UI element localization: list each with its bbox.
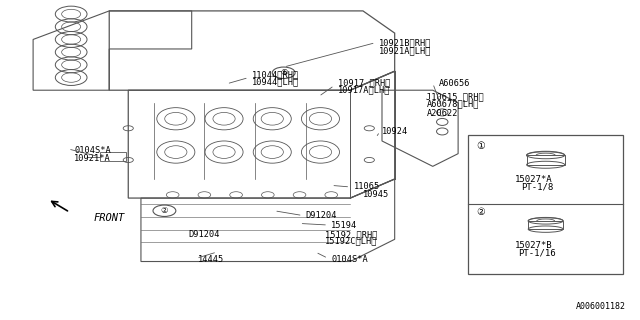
Text: 15192 〈RH〉: 15192 〈RH〉 bbox=[325, 230, 378, 239]
Text: 11065: 11065 bbox=[353, 182, 380, 191]
Bar bbox=[528, 221, 563, 229]
Text: 14445: 14445 bbox=[198, 255, 224, 264]
Text: A60656: A60656 bbox=[439, 79, 470, 88]
Text: PT-1/16: PT-1/16 bbox=[518, 248, 556, 258]
Text: 15194: 15194 bbox=[332, 220, 358, 229]
Text: 10921B〈RH〉: 10921B〈RH〉 bbox=[379, 38, 431, 47]
Text: ①: ① bbox=[280, 68, 287, 77]
Circle shape bbox=[272, 67, 295, 78]
Text: ②: ② bbox=[161, 206, 168, 215]
Text: FRONT: FRONT bbox=[93, 213, 125, 223]
Text: 0104S*A: 0104S*A bbox=[332, 255, 368, 264]
Bar bbox=[468, 135, 623, 274]
Bar bbox=[100, 152, 126, 161]
Text: A20622: A20622 bbox=[426, 108, 458, 117]
Text: PT-1/8: PT-1/8 bbox=[522, 182, 554, 191]
Text: 10944〈LH〉: 10944〈LH〉 bbox=[252, 77, 300, 86]
Bar bbox=[527, 155, 564, 165]
Text: 10945: 10945 bbox=[363, 190, 389, 199]
Text: 10921*A: 10921*A bbox=[74, 154, 111, 163]
Text: 10921A〈LH〉: 10921A〈LH〉 bbox=[379, 46, 431, 55]
Text: 15027*B: 15027*B bbox=[515, 241, 553, 250]
Text: 11044〈RH〉: 11044〈RH〉 bbox=[252, 70, 300, 79]
Text: 15192C〈LH〉: 15192C〈LH〉 bbox=[325, 236, 378, 245]
Text: ①: ① bbox=[476, 141, 484, 151]
Text: 10917A〈LH〉: 10917A〈LH〉 bbox=[337, 86, 390, 95]
Text: 15027*A: 15027*A bbox=[515, 174, 553, 184]
Text: ②: ② bbox=[476, 207, 484, 217]
Text: D91204: D91204 bbox=[189, 230, 220, 239]
Text: 10917 〈RH〉: 10917 〈RH〉 bbox=[337, 79, 390, 88]
Text: D91204: D91204 bbox=[306, 211, 337, 220]
Text: A006001182: A006001182 bbox=[575, 302, 625, 311]
Circle shape bbox=[153, 205, 176, 216]
Text: 10924: 10924 bbox=[382, 127, 408, 136]
Text: A60678〈LH〉: A60678〈LH〉 bbox=[426, 99, 479, 108]
Text: 0104S*A: 0104S*A bbox=[74, 146, 111, 155]
Text: J10615 〈RH〉: J10615 〈RH〉 bbox=[426, 92, 484, 101]
